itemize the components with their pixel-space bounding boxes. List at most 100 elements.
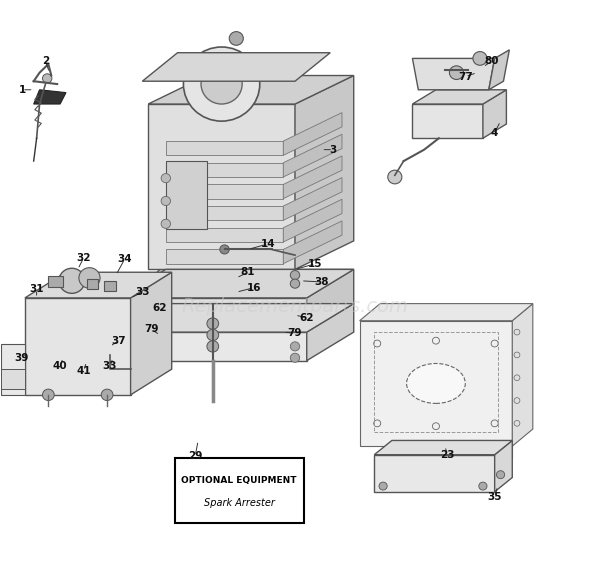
Polygon shape xyxy=(412,58,494,90)
Text: 23: 23 xyxy=(440,450,455,460)
Circle shape xyxy=(290,308,300,317)
Circle shape xyxy=(432,423,440,430)
Text: 16: 16 xyxy=(247,282,261,293)
Circle shape xyxy=(514,352,520,358)
Text: 41: 41 xyxy=(76,366,91,376)
Polygon shape xyxy=(494,441,512,492)
Polygon shape xyxy=(374,441,512,455)
Polygon shape xyxy=(359,321,512,446)
Text: 79: 79 xyxy=(144,324,158,334)
Circle shape xyxy=(161,197,171,206)
Polygon shape xyxy=(307,304,354,360)
Circle shape xyxy=(514,375,520,380)
Text: 38: 38 xyxy=(314,277,329,287)
Circle shape xyxy=(290,279,300,288)
Text: 33: 33 xyxy=(103,362,117,371)
Text: Spark Arrester: Spark Arrester xyxy=(204,499,275,508)
Text: 80: 80 xyxy=(484,56,499,66)
Polygon shape xyxy=(25,298,130,395)
Polygon shape xyxy=(130,269,354,298)
Circle shape xyxy=(161,174,171,183)
Circle shape xyxy=(290,270,300,280)
Circle shape xyxy=(479,482,487,490)
Polygon shape xyxy=(283,156,342,199)
Circle shape xyxy=(373,420,381,427)
Circle shape xyxy=(388,170,402,184)
Text: 62: 62 xyxy=(300,313,314,323)
Circle shape xyxy=(491,340,498,347)
Polygon shape xyxy=(283,199,342,242)
Circle shape xyxy=(207,329,219,341)
Circle shape xyxy=(79,268,100,288)
Polygon shape xyxy=(119,269,354,298)
Polygon shape xyxy=(512,304,533,446)
Polygon shape xyxy=(374,455,494,492)
Circle shape xyxy=(42,74,52,83)
Polygon shape xyxy=(283,221,342,264)
Circle shape xyxy=(220,245,230,254)
Bar xyxy=(104,281,116,291)
Polygon shape xyxy=(166,161,207,229)
Text: 15: 15 xyxy=(309,258,323,269)
Circle shape xyxy=(514,329,520,335)
Polygon shape xyxy=(166,141,283,155)
Text: 31: 31 xyxy=(30,284,44,295)
Circle shape xyxy=(126,342,135,351)
Polygon shape xyxy=(359,304,533,321)
Circle shape xyxy=(379,482,387,490)
Circle shape xyxy=(42,389,54,401)
Text: 4: 4 xyxy=(491,128,499,138)
Circle shape xyxy=(126,353,135,362)
Polygon shape xyxy=(1,344,25,395)
Text: 33: 33 xyxy=(135,287,150,297)
Circle shape xyxy=(432,337,440,344)
Text: 62: 62 xyxy=(153,303,167,313)
Polygon shape xyxy=(166,249,283,264)
Polygon shape xyxy=(283,112,342,155)
Text: 32: 32 xyxy=(76,253,91,263)
Text: 35: 35 xyxy=(487,492,502,503)
Text: OPTIONAL EQUIPMENT: OPTIONAL EQUIPMENT xyxy=(182,476,297,485)
Polygon shape xyxy=(25,272,172,298)
Circle shape xyxy=(491,420,498,427)
Text: 1: 1 xyxy=(18,85,25,95)
Circle shape xyxy=(290,353,300,362)
Polygon shape xyxy=(142,53,330,81)
Circle shape xyxy=(450,66,464,80)
Circle shape xyxy=(207,318,219,329)
Circle shape xyxy=(59,268,85,293)
Polygon shape xyxy=(148,76,354,104)
Bar xyxy=(48,276,63,286)
Circle shape xyxy=(496,470,504,478)
Ellipse shape xyxy=(407,363,466,403)
Circle shape xyxy=(201,64,242,104)
Circle shape xyxy=(183,47,260,121)
Polygon shape xyxy=(148,104,295,269)
Polygon shape xyxy=(1,369,25,389)
Polygon shape xyxy=(119,332,307,360)
Text: 81: 81 xyxy=(241,267,255,277)
Polygon shape xyxy=(307,269,354,332)
Circle shape xyxy=(290,325,300,334)
Circle shape xyxy=(290,342,300,351)
Text: 3: 3 xyxy=(330,144,337,155)
Circle shape xyxy=(493,448,501,456)
Text: 79: 79 xyxy=(288,328,302,338)
Bar xyxy=(87,279,99,289)
Text: 77: 77 xyxy=(458,72,473,82)
Polygon shape xyxy=(483,90,506,138)
Polygon shape xyxy=(283,134,342,177)
Circle shape xyxy=(514,421,520,426)
Polygon shape xyxy=(119,298,307,332)
Circle shape xyxy=(514,398,520,403)
Circle shape xyxy=(126,325,135,334)
Polygon shape xyxy=(283,178,342,221)
Polygon shape xyxy=(412,90,506,104)
Circle shape xyxy=(207,341,219,352)
Text: 29: 29 xyxy=(188,452,202,461)
Text: 14: 14 xyxy=(261,239,276,249)
Polygon shape xyxy=(166,227,283,242)
Circle shape xyxy=(230,32,243,45)
Circle shape xyxy=(126,308,135,317)
Polygon shape xyxy=(119,304,354,332)
